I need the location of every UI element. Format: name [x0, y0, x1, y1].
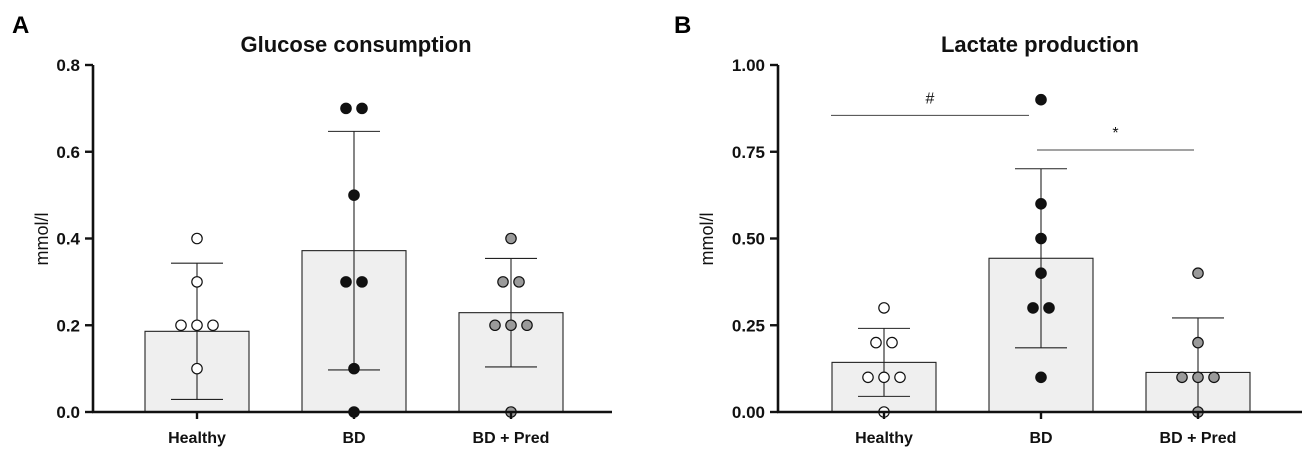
data-point [505, 319, 517, 332]
chart-panel-b: B Lactate production mmol/l # * 0.00 0.25 0.50 0… [674, 12, 1302, 447]
y-tick-label: 1.00 [732, 56, 765, 75]
y-axis-label: mmol/l [32, 213, 52, 266]
data-point [505, 232, 517, 245]
data-point [356, 276, 368, 288]
x-tick-label: BD [342, 430, 365, 447]
x-tick-label: BD [1029, 430, 1052, 447]
chart-panel-a: A Glucose consumption mmol/l 0.0 0.2 0.4 0.6 0.… [12, 12, 612, 447]
data-point [1035, 93, 1047, 106]
x-tick-label: Healthy [855, 430, 913, 447]
data-point [1192, 371, 1204, 384]
data-point [1035, 198, 1047, 210]
data-point [1035, 232, 1047, 245]
data-point [340, 276, 352, 288]
data-point [489, 319, 501, 332]
data-point [191, 232, 203, 245]
data-point [878, 302, 890, 314]
data-point [1192, 336, 1204, 349]
data-point [894, 371, 906, 384]
significance-label-1: * [1112, 125, 1118, 142]
y-tick-label: 0.25 [732, 316, 765, 335]
y-tick-label: 0.75 [732, 143, 765, 162]
y-axis-label: mmol/l [697, 213, 717, 266]
data-point [521, 319, 533, 332]
y-tick-label: 0.50 [732, 230, 765, 249]
y-tick-label: 0.6 [56, 143, 80, 162]
y-tick-label: 0.00 [732, 403, 765, 422]
data-point [1035, 371, 1047, 384]
panel-label: A [12, 12, 29, 39]
chart-title: Glucose consumption [240, 32, 471, 57]
x-tick-label: BD + Pred [1160, 430, 1237, 447]
data-point [1043, 302, 1055, 314]
data-point [340, 102, 352, 115]
y-tick-label: 0.8 [56, 56, 80, 75]
x-tick-label: BD + Pred [473, 430, 550, 447]
data-point [870, 336, 882, 349]
x-tick-label: Healthy [168, 430, 226, 447]
data-point [886, 336, 898, 349]
data-point [356, 102, 368, 115]
significance-label-0: # [926, 90, 935, 107]
data-point [175, 319, 187, 332]
data-point [191, 319, 203, 332]
data-point [348, 189, 360, 201]
data-point [1208, 371, 1220, 384]
data-point [497, 276, 509, 288]
data-point [878, 371, 890, 384]
data-point [207, 319, 219, 332]
data-point [1176, 371, 1188, 384]
y-tick-label: 0.4 [56, 230, 80, 249]
data-point [191, 276, 203, 288]
y-tick-label: 0.2 [56, 316, 80, 335]
data-point [1027, 302, 1039, 314]
data-point [513, 276, 525, 288]
y-tick-label: 0.0 [56, 403, 80, 422]
chart-title: Lactate production [941, 32, 1139, 57]
data-point [348, 362, 360, 375]
panel-label: B [674, 12, 691, 39]
data-point [1192, 267, 1204, 279]
data-point [191, 362, 203, 375]
data-point [1035, 267, 1047, 279]
data-point [862, 371, 874, 384]
